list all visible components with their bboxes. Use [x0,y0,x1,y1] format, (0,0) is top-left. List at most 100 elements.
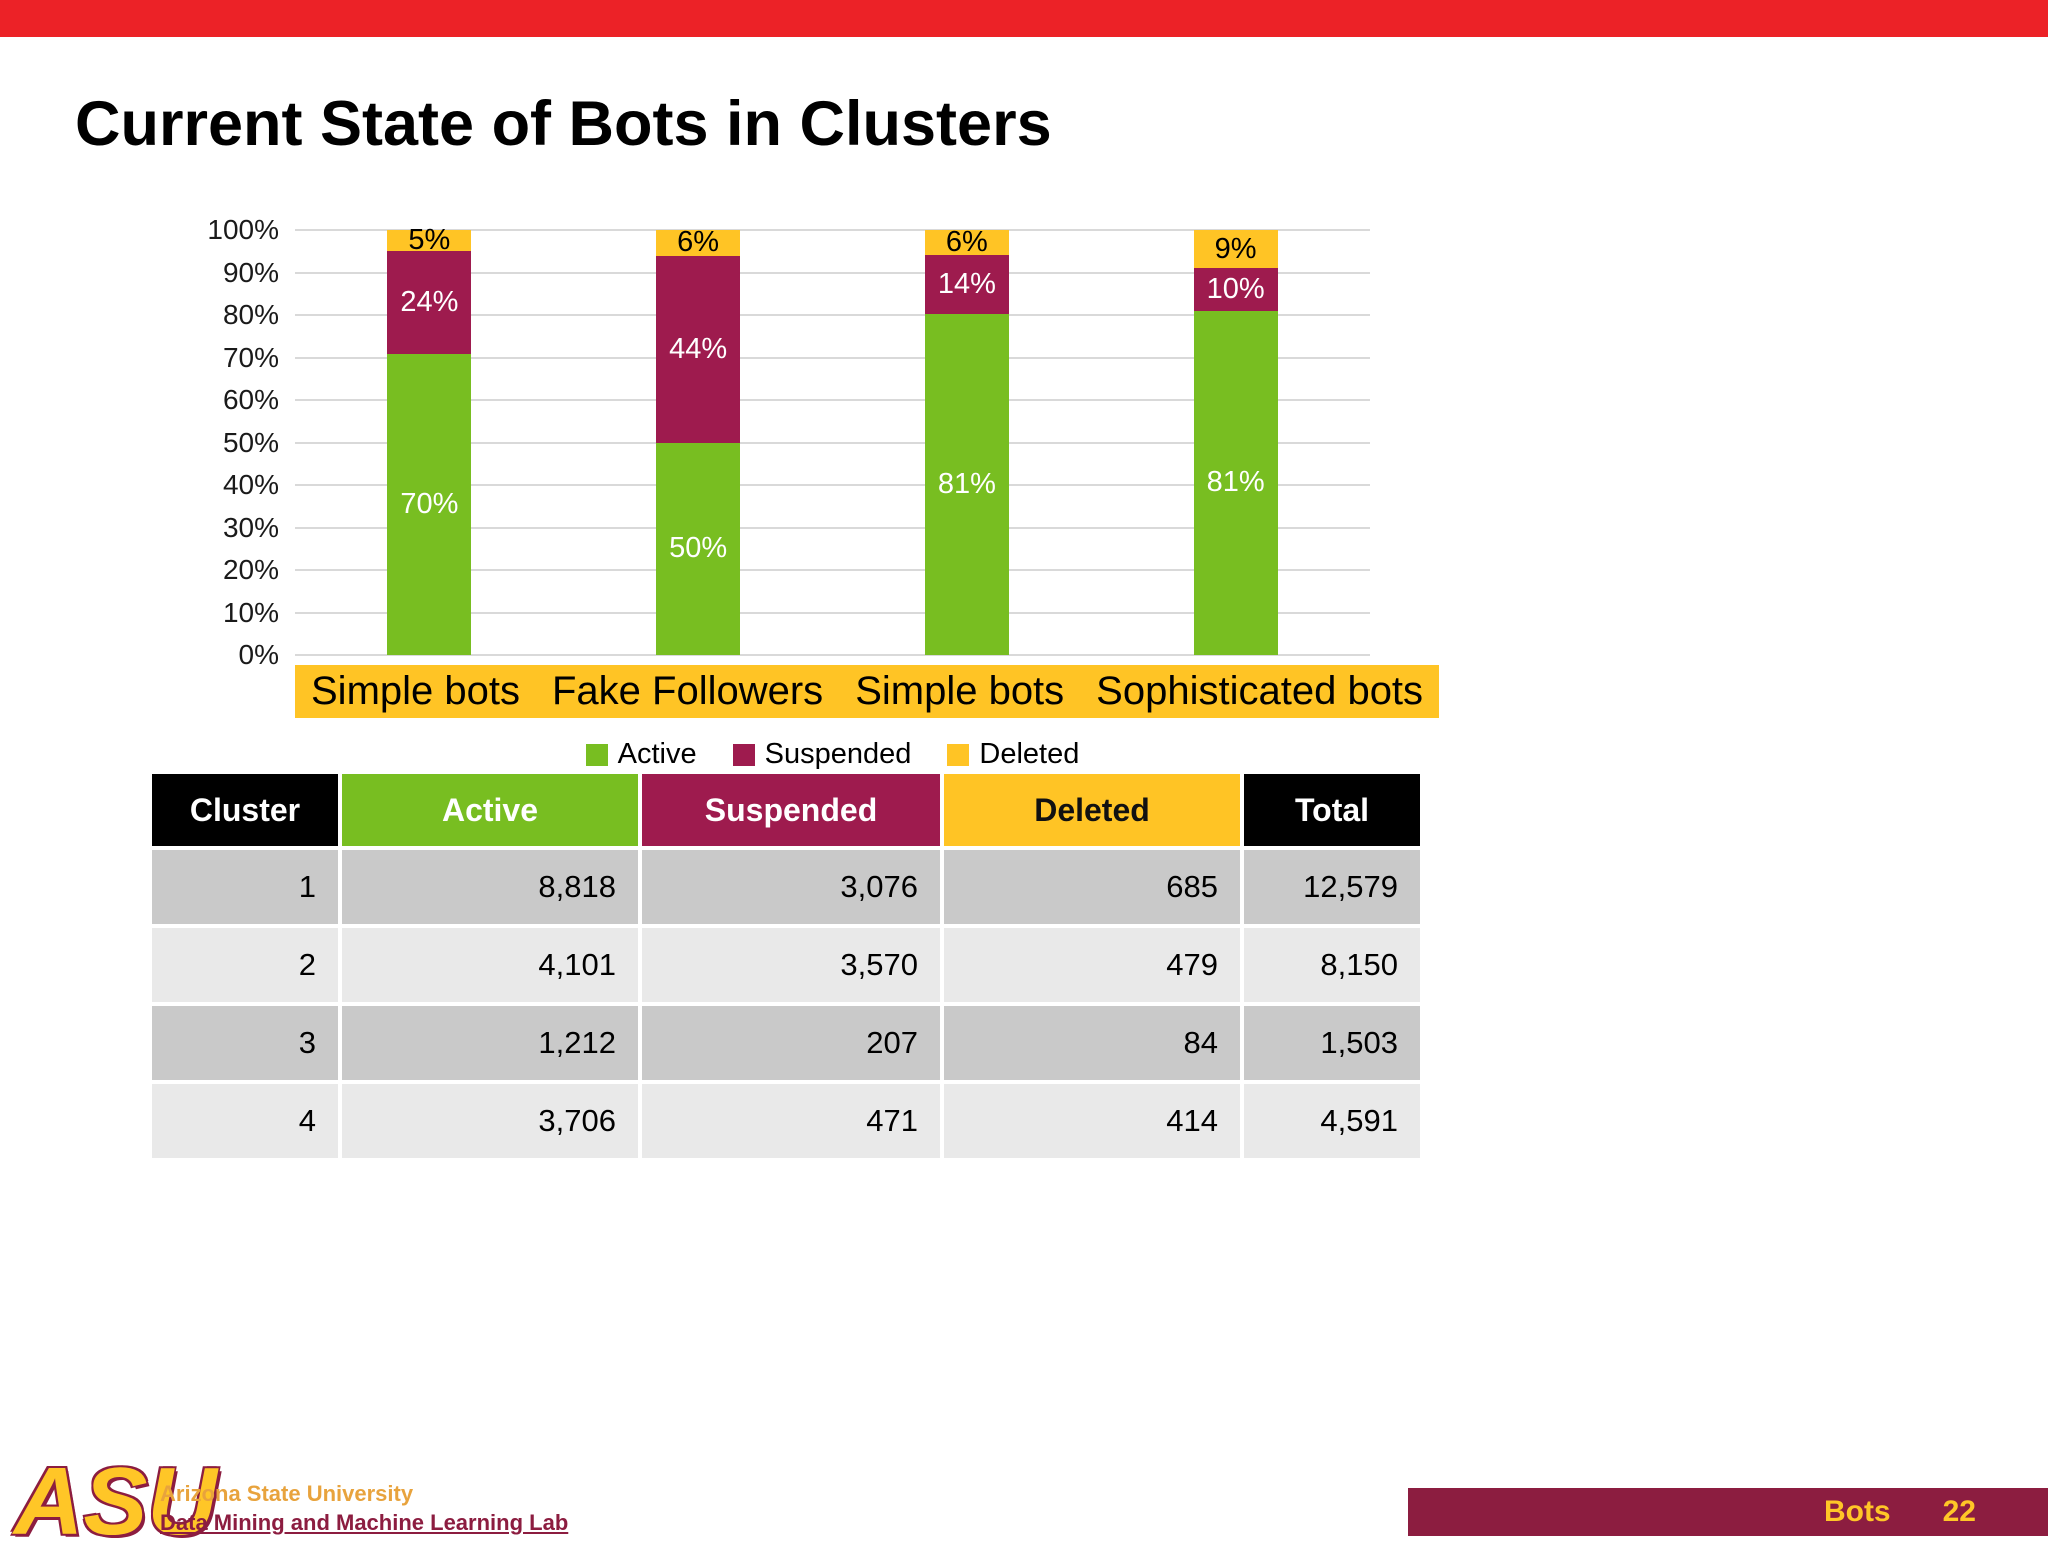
bar-segment-active: 81% [924,314,1009,655]
bar-value-label: 70% [400,488,459,521]
table-cell: 12,579 [1244,850,1420,924]
stacked-bar: 5% 24% 70% [387,226,472,655]
table-row: 3 1,212 207 84 1,503 [152,1006,1420,1080]
slide-page-number: 22 [1942,1495,1976,1528]
legend-label-suspended: Suspended [764,738,912,770]
bar-segment-suspended: 44% [656,255,741,443]
category-label: Fake Followers [535,665,840,718]
y-tick-label: 90% [222,256,279,288]
bar-segment-suspended: 24% [387,251,472,355]
y-tick-label: 80% [222,299,279,330]
bar-slot: 6% 14% 81% [833,228,1102,655]
table-cell: 471 [642,1084,940,1158]
bar-segment-deleted: 6% [656,226,741,259]
category-label: Sophisticated bots [1080,665,1440,718]
gridline [295,314,1370,316]
table-header-row: Cluster Active Suspended Deleted Total [152,774,1420,846]
table-cell: 1,212 [342,1006,638,1080]
legend-swatch-deleted [947,743,970,766]
table-cell: 4 [152,1084,338,1158]
bar-value-label: 14% [937,268,996,301]
table-cell: 8,818 [342,850,638,924]
bar-value-label: 50% [669,532,728,565]
table-cell: 685 [944,850,1240,924]
bar-segment-deleted: 9% [1193,230,1278,269]
legend-swatch-active [585,743,608,766]
bar-segment-active: 50% [656,442,741,655]
bar-value-label: 6% [677,226,720,259]
chart-legend: Active Suspended Deleted [295,738,1370,771]
table-row: 2 4,101 3,570 479 8,150 [152,928,1420,1002]
bar-segment-active: 70% [387,354,472,655]
bar-value-label: 9% [1214,232,1257,265]
table-cell: 4,591 [1244,1084,1420,1158]
table-cell: 8,150 [1244,928,1420,1002]
gridline [295,526,1370,529]
gridline [295,441,1370,444]
plot-row: 100% 90% 80% 70% 60% 50% 40% 30% 20% 10% 0% 5% 24% 7… [205,214,1385,670]
bar-slot: 5% 24% 70% [295,226,564,655]
table-body: 1 8,818 3,076 685 12,579 2 4,101 3,570 479 8,150 3… [152,850,1420,1158]
x-label-slot: Simple bots [295,665,536,718]
table-cell: 84 [944,1006,1240,1080]
stacked-bar: 6% 44% 50% [656,226,741,655]
plot-area: 5% 24% 70% 6% 44% 50% 6% 14% 81% 9% 10% 81% [295,226,1370,656]
y-axis: 100% 90% 80% 70% 60% 50% 40% 30% 20% 10% 0% [205,214,295,670]
y-tick-label: 20% [222,554,279,585]
table-header-active: Active [342,774,638,846]
gridline [295,271,1370,274]
table-cell: 207 [642,1006,940,1080]
legend-label-deleted: Deleted [979,738,1080,770]
gridlines [295,229,1370,656]
table-header-suspended: Suspended [642,774,940,846]
bar-segment-deleted: 6% [924,228,1009,257]
table-header-cluster: Cluster [152,774,338,846]
gridline [295,484,1370,486]
table-row: 4 3,706 471 414 4,591 [152,1084,1420,1158]
bars: 5% 24% 70% 6% 44% 50% 6% 14% 81% 9% 10% 81% [295,226,1370,655]
table-row: 1 8,818 3,076 685 12,579 [152,850,1420,924]
table-cell: 3 [152,1006,338,1080]
bar-segment-suspended: 10% [1193,268,1278,311]
bar-value-label: 81% [937,468,996,501]
stacked-bar: 9% 10% 81% [1193,230,1278,655]
table-cell: 1,503 [1244,1006,1420,1080]
y-tick-label: 30% [222,511,279,543]
bar-value-label: 81% [1206,466,1265,499]
footer-lab-name: Data Mining and Machine Learning Lab [160,1510,569,1535]
bar-segment-suspended: 14% [924,255,1009,315]
y-tick-label: 40% [222,469,279,500]
legend-item-active: Active [585,738,697,771]
bar-segment-active: 81% [1193,310,1278,655]
asu-logo: ASU [14,1448,217,1555]
table-cell: 479 [944,928,1240,1002]
table-cell: 414 [944,1084,1240,1158]
category-label: Simple bots [295,665,536,718]
x-axis-labels: Simple bots Fake Followers Simple bots Soph… [295,665,1440,718]
table-cell: 3,706 [342,1084,638,1158]
category-label: Simple bots [839,665,1081,718]
table-cell: 4,101 [342,928,638,1002]
legend-swatch-suspended [732,743,755,766]
bar-value-label: 5% [408,224,451,257]
gridline [295,356,1370,359]
table-cell: 3,570 [642,928,940,1002]
slide-title: Current State of Bots in Clusters [75,89,1052,159]
bar-segment-deleted: 5% [387,226,472,255]
bar-value-label: 24% [400,286,459,319]
top-accent-bar [0,0,2048,37]
y-tick-label: 10% [222,596,279,628]
stacked-bar: 6% 14% 81% [924,228,1009,655]
footer-university-name: Arizona State University [160,1481,414,1506]
y-tick-label: 0% [238,639,279,670]
table-cell: 2 [152,928,338,1002]
table-header-deleted: Deleted [944,774,1240,846]
y-tick-label: 70% [222,341,279,373]
legend-item-suspended: Suspended [732,738,912,771]
bar-value-label: 44% [669,332,728,365]
bar-slot: 9% 10% 81% [1101,230,1370,655]
table-header-total: Total [1244,774,1420,846]
legend-label-active: Active [617,738,697,770]
gridline [295,229,1370,231]
cluster-table: Cluster Active Suspended Deleted Total 1 8,81… [148,770,1424,1162]
